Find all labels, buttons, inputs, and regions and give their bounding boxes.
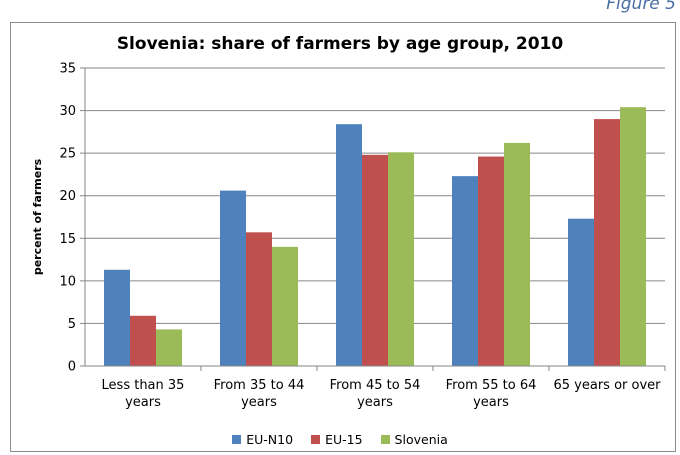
y-tick-label: 25	[59, 147, 76, 162]
legend-label: EU-N10	[246, 432, 294, 447]
bar-eu-n10	[336, 124, 362, 367]
x-tick-label: Less than 35	[102, 378, 185, 393]
bar-eu-n10	[104, 269, 130, 366]
y-tick-label: 5	[68, 317, 76, 332]
legend-item: EU-15	[311, 432, 363, 447]
bar-eu-15	[594, 119, 620, 366]
y-tick-label: 0	[68, 360, 76, 375]
bar-eu-n10	[452, 176, 478, 366]
y-tick-label: 20	[59, 189, 76, 204]
bar-eu-15	[130, 315, 156, 366]
y-tick-label: 10	[59, 274, 76, 289]
y-tick-label: 30	[59, 104, 76, 119]
x-tick-label: From 45 to 54	[330, 378, 421, 393]
bar-eu-n10	[220, 190, 246, 366]
bar-slovenia	[388, 152, 414, 366]
legend-label: Slovenia	[394, 432, 448, 447]
legend-swatch	[311, 435, 321, 444]
x-tick-label: 65 years or over	[553, 378, 661, 393]
x-tick-label: years	[125, 395, 161, 410]
y-axis-label: percent of farmers	[31, 158, 44, 275]
legend-item: Slovenia	[380, 432, 448, 447]
chart-title: Slovenia: share of farmers by age group,…	[116, 34, 564, 54]
legend-label: EU-15	[325, 432, 363, 447]
bar-eu-n10	[568, 218, 594, 366]
y-tick-label: 15	[59, 232, 76, 247]
x-tick-label: years	[473, 395, 509, 410]
bar-slovenia	[620, 107, 646, 366]
bar-eu-15	[246, 232, 272, 366]
figure-label: Figure 5	[606, 0, 676, 14]
chart-legend: EU-N10 EU-15 Slovenia	[0, 432, 680, 447]
x-tick-label: years	[241, 395, 277, 410]
legend-swatch	[380, 435, 390, 444]
bar-slovenia	[504, 142, 530, 366]
bar-slovenia	[272, 246, 298, 366]
bar-eu-15	[362, 154, 388, 366]
x-tick-label: From 55 to 64	[446, 378, 537, 393]
legend-swatch	[232, 435, 242, 444]
legend-item: EU-N10	[232, 432, 293, 447]
bar-eu-15	[478, 156, 504, 366]
x-tick-label: From 35 to 44	[214, 378, 305, 393]
y-tick-label: 35	[59, 62, 76, 77]
bar-slovenia	[156, 329, 182, 366]
x-tick-label: years	[357, 395, 393, 410]
